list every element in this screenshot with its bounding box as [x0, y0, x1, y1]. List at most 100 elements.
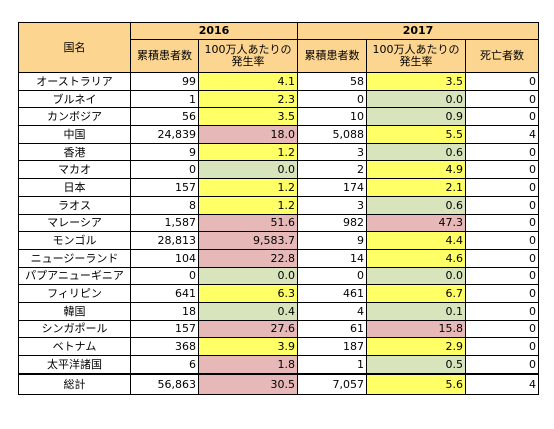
- data-table: 国名 2016 2017 累積患者数 100万人あたりの 発生率 累積患者数 1…: [18, 22, 539, 395]
- deaths-cell: 0: [465, 178, 539, 197]
- cases-cell: 187: [297, 337, 367, 356]
- rate-cell: 5.5: [366, 125, 466, 144]
- country-cell: 太平洋諸国: [18, 354, 131, 375]
- rate-cell: 27.6: [198, 319, 298, 339]
- rate-cell: 3.9: [198, 337, 298, 356]
- cases-cell: 3: [297, 142, 367, 162]
- deaths-cell: 0: [465, 248, 539, 268]
- cases-cell: 1: [130, 89, 199, 109]
- country-cell: 中国: [18, 125, 131, 144]
- country-cell: 総計: [18, 372, 131, 395]
- data-row: マレーシア 1,587 51.6 982 47.3 0: [18, 213, 539, 233]
- deaths-cell: 4: [465, 125, 539, 144]
- cases-cell: 24,839: [130, 125, 199, 144]
- cases-cell: 3: [297, 195, 367, 215]
- rate-cell: 0.6: [366, 195, 466, 215]
- country-cell: ラオス: [18, 195, 131, 215]
- cases-cell: 9: [297, 231, 367, 250]
- deaths-cell: 0: [465, 160, 539, 180]
- cases-cell: 0: [297, 266, 367, 286]
- rate-cell: 3.5: [366, 72, 466, 91]
- rate-cell: 15.8: [366, 319, 466, 339]
- rate-cell: 0.0: [366, 89, 466, 109]
- deaths-cell: 0: [465, 301, 539, 321]
- cases-cell: 0: [130, 160, 199, 180]
- country-cell: ブルネイ: [18, 89, 131, 109]
- data-row: 香港 9 1.2 3 0.6 0: [18, 142, 539, 162]
- country-cell: シンガポール: [18, 319, 131, 339]
- country-cell: ニュージーランド: [18, 248, 131, 268]
- cases-cell: 0: [130, 266, 199, 286]
- cases-cell: 99: [130, 72, 199, 91]
- rate-cell: 1.2: [198, 142, 298, 162]
- rate-cell: 4.6: [366, 248, 466, 268]
- data-row: ブルネイ 1 2.3 0 0.0 0: [18, 89, 539, 109]
- cases-cell: 18: [130, 301, 199, 321]
- data-row: 太平洋諸国 6 1.8 1 0.5 0: [18, 354, 539, 375]
- header-cases: 累積患者数: [297, 39, 367, 73]
- rate-cell: 0.6: [366, 142, 466, 162]
- country-cell: 香港: [18, 142, 131, 162]
- header-country: 国名: [18, 22, 131, 73]
- rate-cell: 0.9: [366, 107, 466, 127]
- deaths-cell: 0: [465, 72, 539, 91]
- cases-cell: 5,088: [297, 125, 367, 144]
- cases-cell: 1: [297, 354, 367, 375]
- country-cell: 韓国: [18, 301, 131, 321]
- data-row: ラオス 8 1.2 3 0.6 0: [18, 195, 539, 215]
- data-row: フィリピン 641 6.3 461 6.7 0: [18, 284, 539, 303]
- rate-cell: 22.8: [198, 248, 298, 268]
- header-deaths: 死亡者数: [465, 39, 539, 73]
- rate-cell: 51.6: [198, 213, 298, 233]
- data-row: 日本 157 1.2 174 2.1 0: [18, 178, 539, 197]
- data-row: パプアニューギニア 0 0.0 0 0.0 0: [18, 266, 539, 286]
- rate-cell: 2.1: [366, 178, 466, 197]
- country-cell: パプアニューギニア: [18, 266, 131, 286]
- country-cell: マレーシア: [18, 213, 131, 233]
- cases-cell: 4: [297, 301, 367, 321]
- country-cell: オーストラリア: [18, 72, 131, 91]
- rate-cell: 9,583.7: [198, 231, 298, 250]
- country-cell: モンゴル: [18, 231, 131, 250]
- rate-cell: 0.0: [366, 266, 466, 286]
- deaths-cell: 0: [465, 142, 539, 162]
- cases-cell: 56: [130, 107, 199, 127]
- cases-cell: 1,587: [130, 213, 199, 233]
- rate-cell: 1.8: [198, 354, 298, 375]
- rate-cell: 0.5: [366, 354, 466, 375]
- cases-cell: 461: [297, 284, 367, 303]
- deaths-cell: 0: [465, 354, 539, 375]
- data-row: 中国 24,839 18.0 5,088 5.5 4: [18, 125, 539, 144]
- data-row: カンボジア 56 3.5 10 0.9 0: [18, 107, 539, 127]
- country-cell: マカオ: [18, 160, 131, 180]
- rate-cell: 4.1: [198, 72, 298, 91]
- rate-cell: 5.6: [366, 372, 466, 395]
- country-cell: 日本: [18, 178, 131, 197]
- header-year: 2017: [297, 22, 539, 40]
- rate-cell: 3.5: [198, 107, 298, 127]
- cases-cell: 7,057: [297, 372, 367, 395]
- rate-cell: 0.0: [198, 266, 298, 286]
- header-rate: 100万人あたりの 発生率: [366, 39, 466, 73]
- country-cell: カンボジア: [18, 107, 131, 127]
- cases-cell: 56,863: [130, 372, 199, 395]
- cases-cell: 368: [130, 337, 199, 356]
- cases-cell: 8: [130, 195, 199, 215]
- data-row: マカオ 0 0.0 2 4.9 0: [18, 160, 539, 180]
- data-row: 韓国 18 0.4 4 0.1 0: [18, 301, 539, 321]
- cases-cell: 61: [297, 319, 367, 339]
- header-rate: 100万人あたりの 発生率: [198, 39, 298, 73]
- data-row: シンガポール 157 27.6 61 15.8 0: [18, 319, 539, 339]
- cases-cell: 10: [297, 107, 367, 127]
- rate-cell: 0.4: [198, 301, 298, 321]
- header-year: 2016: [130, 22, 298, 40]
- cases-cell: 157: [130, 319, 199, 339]
- data-row: オーストラリア 99 4.1 58 3.5 0: [18, 72, 539, 91]
- rate-cell: 47.3: [366, 213, 466, 233]
- rate-cell: 2.9: [366, 337, 466, 356]
- deaths-cell: 0: [465, 89, 539, 109]
- cases-cell: 6: [130, 354, 199, 375]
- cases-cell: 641: [130, 284, 199, 303]
- rate-cell: 2.3: [198, 89, 298, 109]
- cases-cell: 58: [297, 72, 367, 91]
